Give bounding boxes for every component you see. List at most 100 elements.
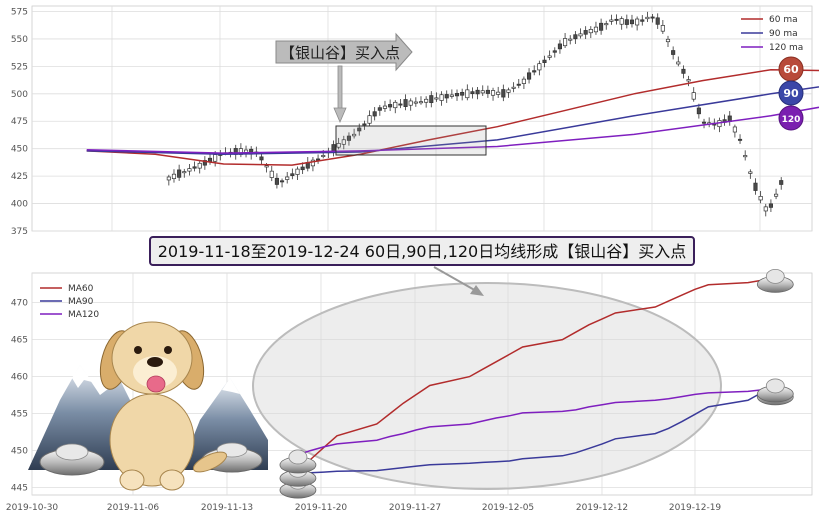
top-y-tick-label: 425	[11, 172, 28, 182]
buy-point-annotation: 【银山谷】买入点	[275, 32, 413, 124]
bottom-y-tick-label: 465	[11, 336, 28, 346]
headline-banner: 2019-11-18至2019-12-24 60日,90日,120日均线形成【银…	[149, 236, 695, 266]
top-y-tick-label: 525	[11, 62, 28, 72]
candle	[691, 92, 696, 100]
candle	[382, 105, 388, 109]
dog-leg-right	[159, 469, 185, 491]
candle	[285, 176, 290, 180]
candle	[362, 123, 367, 126]
candle	[650, 16, 655, 19]
silver-ingot-icon	[756, 378, 794, 403]
candle	[321, 155, 326, 157]
badge-60-label: 60	[783, 63, 799, 76]
bottom-moving-averages	[283, 279, 762, 487]
candle	[434, 97, 439, 100]
candle	[490, 90, 496, 96]
candle	[449, 94, 454, 97]
legend-ma90-label: 90 ma	[769, 29, 798, 39]
candle	[418, 101, 424, 104]
candle	[475, 89, 480, 95]
bottom-x-tick-label: 2019-12-05	[482, 503, 534, 513]
candle	[526, 72, 532, 80]
headline-text: 2019-11-18至2019-12-24 60日,90日,120日均线形成【银…	[158, 242, 687, 261]
candle	[671, 50, 676, 55]
candle	[346, 135, 352, 141]
candle	[357, 127, 362, 132]
dog-eye-left	[134, 346, 142, 354]
candle	[578, 33, 583, 37]
bottom-y-tick-label: 450	[11, 447, 28, 457]
candle	[645, 16, 650, 20]
candle	[413, 101, 418, 104]
candle	[599, 22, 604, 31]
candle	[192, 166, 197, 169]
candle	[568, 38, 573, 41]
top-y-tick-label: 575	[11, 7, 28, 17]
ingot-top	[765, 268, 785, 284]
candle	[532, 70, 537, 73]
candle	[202, 160, 207, 166]
dog-tongue	[146, 375, 166, 393]
candle	[774, 193, 779, 197]
legend-ma60-label: 60 ma	[769, 15, 798, 25]
candle	[583, 30, 588, 35]
candle	[748, 171, 753, 174]
badge-90-circle	[778, 80, 804, 106]
candle	[732, 126, 737, 133]
candle	[511, 86, 516, 89]
dog-eye-right	[164, 346, 172, 354]
bottom-x-tick-label: 2019-11-06	[107, 503, 160, 513]
top-plot-frame	[31, 5, 813, 232]
annotation-label: 【银山谷】买入点	[280, 44, 400, 62]
candle	[758, 195, 763, 201]
bottom-legend: MA60 MA90 MA120	[40, 284, 99, 320]
candle	[290, 173, 295, 177]
candle	[686, 79, 691, 82]
bottom-x-tick-label: 2019-12-12	[576, 503, 628, 513]
top-y-tick-label: 450	[11, 145, 28, 155]
legend-bottom-ma90-label: MA90	[68, 297, 94, 307]
candle	[408, 100, 413, 106]
candle	[259, 156, 264, 161]
candle	[465, 89, 470, 99]
annotation-pointer-head	[333, 107, 347, 124]
candle	[619, 18, 624, 25]
candle	[316, 158, 321, 161]
bottom-x-axis: 2019-10-30 2019-11-06 2019-11-13 2019-11-20…	[6, 503, 722, 513]
dog-body	[109, 393, 195, 487]
bottom-y-tick-label: 470	[11, 299, 28, 309]
badge-120-circle	[778, 105, 804, 131]
candle	[563, 38, 568, 47]
top-y-tick-label: 475	[11, 117, 28, 127]
candle	[681, 68, 686, 74]
candle	[737, 138, 743, 141]
candle	[614, 18, 619, 21]
bottom-y-tick-label: 445	[11, 484, 28, 494]
candle	[269, 170, 274, 178]
candle	[171, 173, 177, 180]
candle	[264, 165, 269, 168]
annotation-arrow-box	[275, 32, 413, 72]
candle	[166, 176, 171, 181]
legend-bottom-ma120-label: MA120	[68, 310, 99, 320]
legend-ma120-label: 120 ma	[769, 43, 803, 53]
candle	[393, 101, 398, 109]
candle	[743, 155, 748, 158]
bottom-x-tick-label: 2019-11-13	[201, 503, 253, 513]
bottom-line-ma120	[283, 389, 762, 462]
candle	[182, 171, 187, 174]
candle	[557, 43, 562, 50]
dog-muzzle	[133, 356, 177, 388]
candle	[274, 177, 279, 185]
candle	[444, 94, 449, 99]
candle	[177, 169, 182, 178]
candle	[310, 159, 315, 167]
candle	[547, 55, 552, 58]
silver-ingot-icon	[279, 449, 317, 474]
top-y-axis: 375 400 425 450 475 500 525 550 575	[11, 7, 28, 237]
top-line-ma60	[86, 68, 819, 166]
bottom-y-tick-label: 460	[11, 373, 28, 383]
candle	[377, 107, 382, 111]
